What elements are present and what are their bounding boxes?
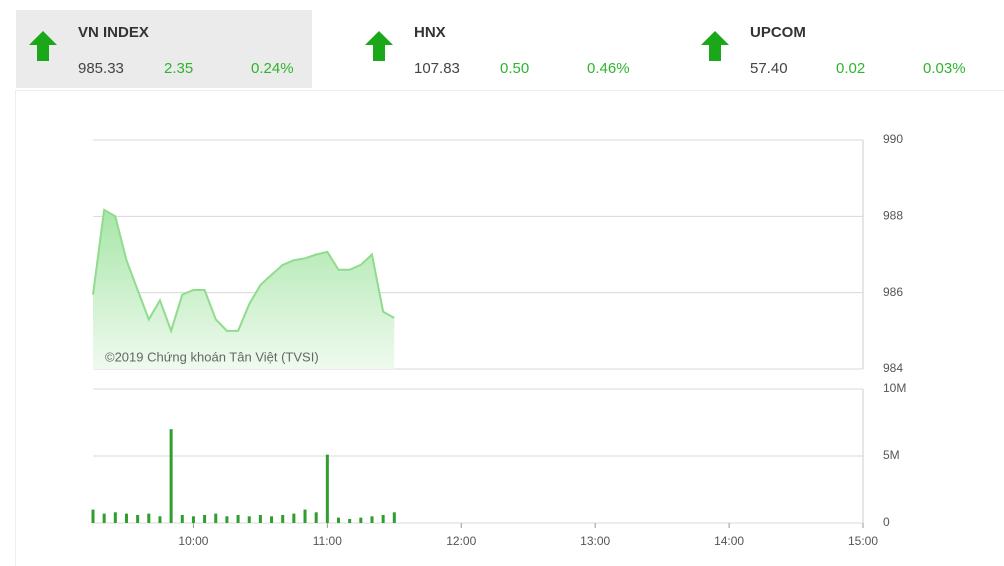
index-value: 57.40	[750, 60, 788, 77]
x-tick-label: 13:00	[580, 534, 610, 548]
volume-bar	[236, 514, 240, 523]
volume-bar	[180, 514, 184, 523]
annotation: ©2019 Chứng khoán Tân Việt (TVSI)	[105, 349, 319, 364]
volume-bar	[124, 513, 128, 523]
volume-bar	[303, 509, 307, 523]
up-arrow	[701, 31, 729, 61]
volume-bar	[381, 514, 385, 523]
volume-bar	[370, 516, 374, 523]
index-name: HNX	[414, 24, 446, 41]
area	[93, 209, 395, 369]
volume-bar	[191, 516, 195, 523]
y-tick-label: 988	[883, 209, 903, 223]
volume-bar	[113, 512, 117, 523]
volume-bar	[91, 509, 95, 523]
index-name: UPCOM	[750, 24, 806, 41]
index-change: 0.50	[500, 60, 530, 77]
y-tick-label: 10M	[883, 381, 906, 395]
volume-bar	[348, 518, 352, 523]
price-line	[92, 208, 395, 334]
volume-bar	[214, 513, 218, 523]
volume-bar	[102, 513, 106, 523]
volume-bar	[147, 513, 151, 523]
volume-bar	[325, 454, 329, 523]
index-card: HNX 107.83 0.50 0.46%	[352, 10, 648, 88]
volume-bar	[359, 517, 363, 523]
x-tick-label: 11:00	[313, 534, 342, 548]
x-tick-label: 15:00	[848, 534, 878, 548]
y-tick-label: 0	[883, 515, 890, 529]
volume-bar	[337, 517, 341, 523]
x-tick-label: 12:00	[446, 534, 476, 548]
index-percent: 0.46%	[587, 60, 630, 77]
volume-bar	[169, 429, 173, 523]
volume-bar	[203, 514, 207, 523]
y-tick-label: 990	[883, 132, 903, 146]
volume-bar	[247, 516, 251, 523]
volume-bar	[392, 512, 396, 523]
index-value: 985.33	[78, 60, 124, 77]
up-arrow	[29, 31, 57, 61]
volume-bar	[270, 516, 274, 523]
x-tick-label: 14:00	[714, 534, 744, 548]
x-tick-label: 10:00	[178, 534, 208, 548]
volume-bar	[258, 514, 262, 523]
volume-bar	[158, 516, 162, 523]
volume-bar	[292, 513, 296, 523]
y-tick-label: 5M	[883, 448, 900, 462]
index-name: VN INDEX	[78, 24, 149, 41]
index-change: 0.02	[836, 60, 866, 77]
index-percent: 0.03%	[923, 60, 966, 77]
index-card: VN INDEX 985.33 2.35 0.24%	[16, 10, 312, 88]
up-arrow	[365, 31, 393, 61]
index-percent: 0.24%	[251, 60, 294, 77]
volume-bar	[314, 512, 318, 523]
chart-panel	[15, 90, 1004, 566]
volume-bar	[281, 514, 285, 523]
volume-bar	[136, 514, 140, 523]
index-value: 107.83	[414, 60, 460, 77]
index-card: UPCOM 57.40 0.02 0.03%	[688, 10, 984, 88]
volume-bar	[225, 516, 229, 523]
y-tick-label: 986	[883, 285, 903, 299]
index-change: 2.35	[164, 60, 194, 77]
y-tick-label: 984	[883, 361, 903, 375]
